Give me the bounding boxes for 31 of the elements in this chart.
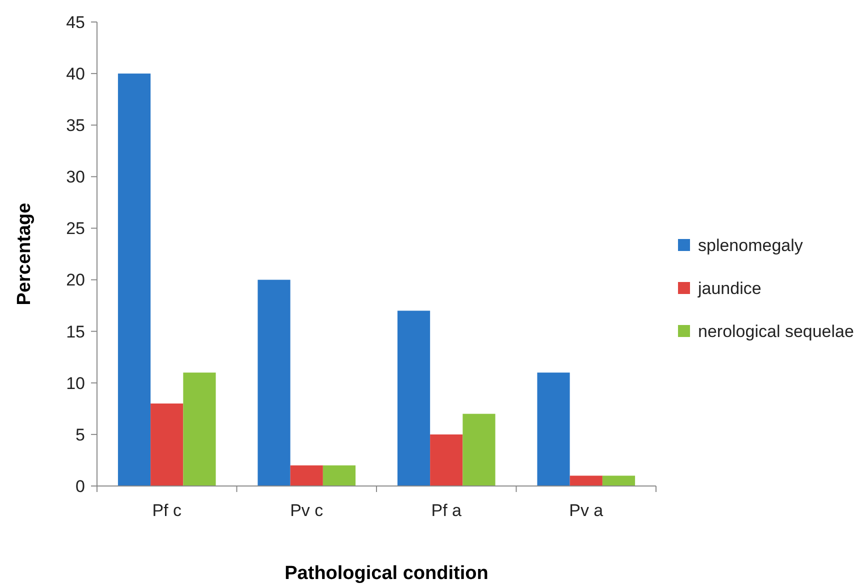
y-tick-label: 10 <box>66 374 85 393</box>
legend-label: nerological sequelae <box>698 322 854 341</box>
y-tick-label: 15 <box>66 322 85 342</box>
bar <box>290 465 323 486</box>
bar <box>258 280 290 486</box>
bar <box>118 74 151 486</box>
legend-label: jaundice <box>697 278 762 298</box>
y-tick-label: 5 <box>76 425 85 444</box>
y-tick-label: 20 <box>66 270 85 290</box>
bar <box>602 476 636 486</box>
x-axis-title: Pathological condition <box>284 563 488 584</box>
bar <box>183 372 216 486</box>
bar <box>537 372 570 486</box>
bar <box>397 310 430 486</box>
x-tick-label: Pf a <box>431 501 462 520</box>
legend-label: splenomegaly <box>698 236 804 255</box>
x-tick-label: Pv a <box>569 501 604 520</box>
x-tick-label: Pv c <box>290 501 324 520</box>
y-tick-label: 0 <box>76 476 85 496</box>
y-axis-title: Percentage <box>14 202 35 306</box>
x-tick-label: Pf c <box>152 501 182 520</box>
y-tick-label: 25 <box>66 219 85 238</box>
bar <box>150 404 184 486</box>
y-tick-label: 30 <box>66 168 85 187</box>
bar <box>430 434 463 486</box>
bar <box>322 465 356 486</box>
y-tick-label: 40 <box>66 64 85 84</box>
bar <box>570 476 602 486</box>
y-tick-label: 35 <box>66 116 85 136</box>
y-tick-label: 45 <box>66 12 85 32</box>
bar <box>462 414 496 486</box>
